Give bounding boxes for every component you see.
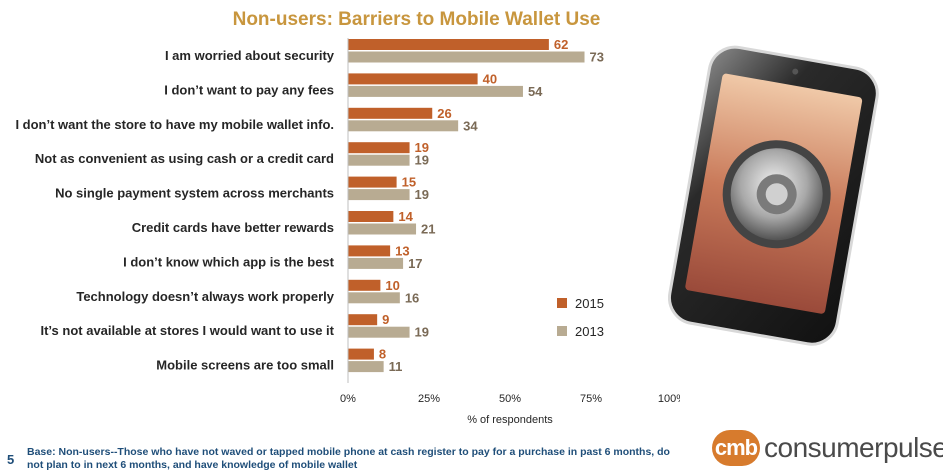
data-label-2015: 8 (379, 347, 386, 362)
category-label: I am worried about security (165, 48, 335, 63)
legend-item-2013: 2013 (557, 321, 604, 341)
data-label-2013: 16 (405, 290, 419, 305)
smartphone-with-safe-lock-icon (668, 45, 879, 346)
data-label-2015: 9 (382, 312, 389, 327)
bar-2013 (348, 85, 523, 97)
data-label-2013: 34 (463, 118, 478, 133)
data-label-2015: 14 (398, 209, 413, 224)
bar-2015 (348, 211, 394, 222)
legend-label-2015: 2015 (575, 295, 604, 311)
bar-2013 (348, 154, 410, 166)
bar-2015 (348, 245, 391, 257)
bar-2013 (348, 257, 404, 269)
data-label-2013: 19 (415, 187, 429, 202)
data-label-2013: 19 (415, 153, 429, 168)
bar-2015 (348, 314, 378, 326)
data-label-2015: 40 (483, 71, 497, 86)
category-label: I don’t know which app is the best (123, 254, 335, 269)
category-label: Not as convenient as using cash or a cre… (35, 151, 334, 166)
category-label: It’s not available at stores I would wan… (40, 323, 334, 338)
bar-2013 (348, 292, 400, 304)
x-tick-label: 50% (499, 393, 521, 405)
bar-2015 (348, 176, 397, 188)
bar-2015 (348, 279, 381, 291)
x-tick-label: 0% (340, 393, 356, 405)
bar-2015 (348, 348, 374, 360)
bar-2013 (348, 361, 384, 373)
bar-2013 (348, 189, 410, 201)
data-label-2015: 13 (395, 243, 409, 258)
data-label-2013: 19 (415, 325, 429, 340)
data-label-2013: 73 (590, 50, 604, 65)
x-tick-label: 75% (580, 393, 602, 405)
legend-label-2013: 2013 (575, 323, 604, 339)
logo-text: consumerpulse (764, 432, 943, 463)
bar-2013 (348, 326, 410, 338)
data-label-2015: 26 (437, 106, 451, 121)
category-label: Credit cards have better rewards (132, 220, 334, 235)
category-label: I don’t want to pay any fees (164, 82, 334, 97)
category-label: Technology doesn’t always work properly (76, 289, 334, 304)
data-label-2013: 11 (389, 359, 403, 374)
legend: 2015 2013 (557, 293, 604, 349)
data-label-2015: 10 (385, 278, 399, 293)
x-tick-label: 100% (658, 393, 680, 405)
category-label: Mobile screens are too small (156, 358, 334, 373)
logo-mark: cmb (712, 430, 760, 466)
data-label-2015: 62 (554, 37, 568, 52)
bar-2015 (348, 107, 433, 119)
bar-2013 (348, 120, 459, 132)
legend-item-2015: 2015 (557, 293, 604, 313)
footnote: Base: Non-users--Those who have not wave… (27, 446, 670, 471)
bar-2015 (348, 73, 478, 85)
category-label: No single payment system across merchant… (55, 186, 334, 201)
bar-2013 (348, 51, 585, 63)
legend-swatch-2013 (557, 326, 567, 336)
category-label: I don’t want the store to have my mobile… (15, 117, 334, 132)
x-axis-label: % of respondents (467, 414, 553, 426)
slide-number: 5 (7, 452, 15, 467)
data-label-2013: 21 (421, 222, 435, 237)
legend-swatch-2015 (557, 298, 567, 308)
bar-chart: I am worried about security 62 73 I don’t w… (15, 37, 680, 426)
bar-2013 (348, 223, 417, 235)
logo: cmb consumerpulse (712, 430, 943, 466)
chart-title: Non-users: Barriers to Mobile Wallet Use (232, 9, 601, 30)
bar-2015 (348, 142, 410, 154)
data-label-2015: 19 (415, 140, 429, 155)
data-label-2015: 15 (402, 175, 416, 190)
data-label-2013: 17 (408, 256, 422, 271)
bar-2015 (348, 39, 549, 50)
data-label-2013: 54 (528, 84, 543, 99)
x-tick-label: 25% (418, 393, 440, 405)
